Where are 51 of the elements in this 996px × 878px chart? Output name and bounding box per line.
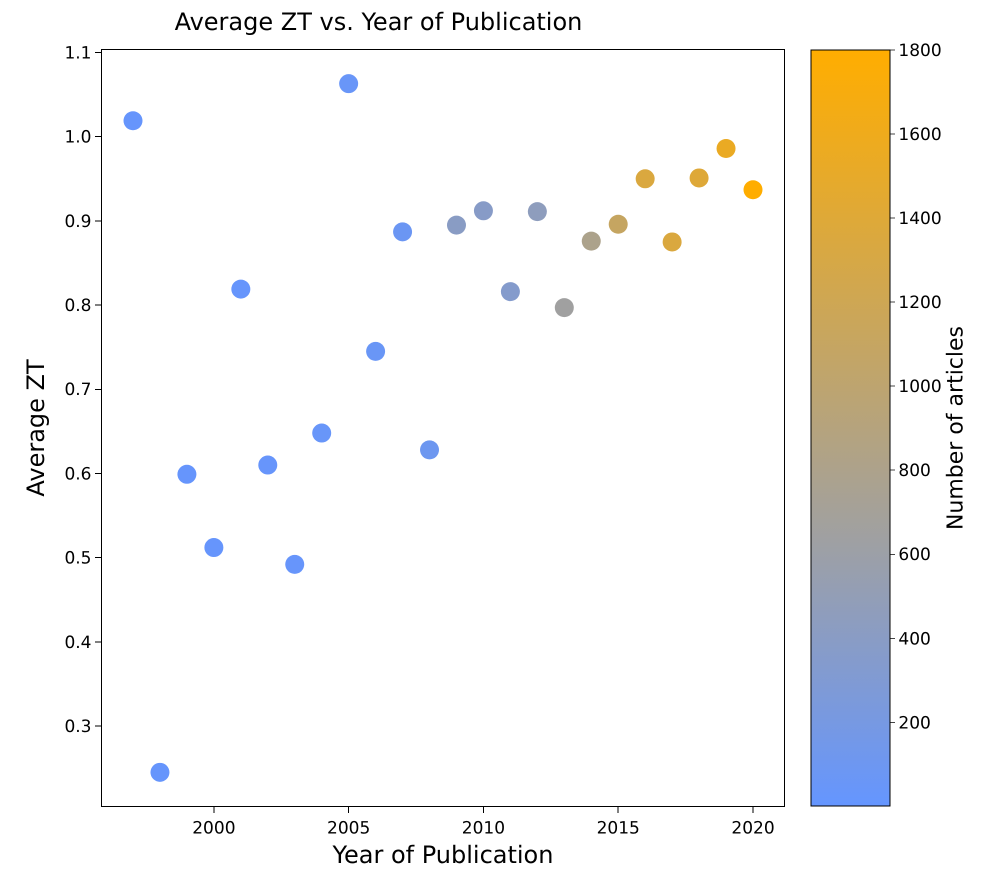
point (662, 232, 682, 252)
point (446, 216, 466, 235)
color-bar-label: 800 (898, 461, 931, 482)
y-tick-label: 0.9 (64, 212, 92, 232)
y-axis-title: Average ZT (22, 359, 50, 497)
x-axis-title: Year of Publication (332, 840, 554, 869)
x-tick-label: 2000 (192, 818, 236, 838)
x-tick-label: 2015 (596, 818, 640, 838)
point (528, 202, 547, 222)
point (582, 232, 601, 251)
point (285, 554, 304, 574)
point (339, 74, 358, 94)
color-bar-label: 200 (898, 713, 931, 734)
point (258, 456, 278, 475)
y-tick-label: 0.5 (64, 548, 92, 569)
point (474, 201, 493, 220)
color-bar-label: 1600 (898, 125, 942, 145)
y-tick-label: 0.6 (64, 464, 92, 484)
color-bar-label: 1800 (898, 40, 942, 61)
point (690, 168, 709, 188)
point (204, 538, 224, 558)
y-tick-label: 1.0 (64, 128, 92, 148)
color-bar-title: Number of articles (944, 326, 969, 530)
color-bar-label: 1400 (898, 209, 942, 230)
point (312, 424, 332, 443)
point (608, 214, 628, 234)
x-tick-label: 2020 (731, 818, 775, 838)
point (177, 464, 196, 484)
point (716, 139, 736, 158)
y-tick-label: 0.7 (64, 380, 92, 400)
point (420, 440, 440, 460)
point (744, 180, 762, 200)
y-tick-label: 0.3 (64, 716, 92, 737)
y-tick-label: 0.4 (64, 632, 92, 653)
point (393, 222, 412, 242)
point (150, 762, 170, 782)
chart-title: Average ZT vs. Year of Publication (174, 8, 582, 36)
point (636, 169, 655, 188)
y-tick-label: 0.8 (64, 296, 92, 316)
point (554, 298, 574, 318)
color-bar-label: 600 (898, 545, 931, 566)
color-bar-label: 1200 (898, 293, 942, 314)
point (500, 282, 520, 302)
color-bar-label: 1000 (898, 377, 942, 398)
color-bar-label: 400 (898, 629, 931, 650)
point (366, 342, 386, 361)
point (124, 111, 142, 130)
x-tick-label: 2010 (462, 818, 506, 838)
point (231, 280, 250, 299)
y-tick-label: 1.1 (64, 43, 92, 64)
x-tick-label: 2005 (327, 818, 370, 838)
